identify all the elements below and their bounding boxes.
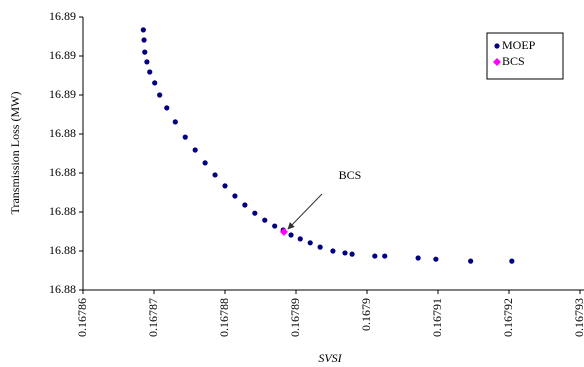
legend-label: MOEP <box>502 38 536 52</box>
x-tick-label: 0.16788 <box>217 298 231 337</box>
point <box>164 105 170 111</box>
point <box>307 240 313 246</box>
y-tick-label: 16.89 <box>49 87 76 101</box>
x-axis-label: SVSI <box>318 351 342 365</box>
point <box>349 251 355 257</box>
point <box>330 248 336 254</box>
x-tick-label: 0.1679 <box>359 298 373 331</box>
point <box>288 232 294 238</box>
point <box>372 253 378 259</box>
x-tick-label: 0.16791 <box>430 298 444 337</box>
point <box>142 49 148 55</box>
legend-marker <box>493 58 501 66</box>
point <box>212 172 218 178</box>
x-tick-label: 0.16787 <box>146 298 160 337</box>
point <box>144 59 150 65</box>
x-tick-label: 0.16792 <box>501 298 515 337</box>
point <box>140 27 146 33</box>
x-tick-label: 0.16793 <box>572 298 584 337</box>
point <box>279 227 288 236</box>
legend-marker <box>494 43 500 49</box>
point <box>342 250 348 256</box>
point <box>262 217 268 223</box>
legend-label: BCS <box>502 54 525 68</box>
y-tick-label: 16.89 <box>49 48 76 62</box>
y-tick-label: 16.88 <box>49 204 76 218</box>
annotation: BCS <box>339 168 362 182</box>
point <box>147 69 153 75</box>
x-tick-label: 0.16786 <box>75 298 89 337</box>
point <box>222 183 228 189</box>
x-tick-label: 0.16789 <box>288 298 302 337</box>
y-tick-label: 16.88 <box>49 243 76 257</box>
point <box>157 92 163 98</box>
legend-box <box>486 32 564 80</box>
point <box>141 37 147 43</box>
point <box>272 223 278 229</box>
point <box>433 256 439 262</box>
y-tick-label: 16.89 <box>49 9 76 23</box>
annotation-arrow <box>287 193 323 230</box>
point <box>415 255 421 261</box>
point <box>468 258 474 264</box>
point <box>232 193 238 199</box>
point <box>382 253 388 259</box>
point <box>317 244 323 250</box>
point <box>297 236 303 242</box>
point <box>509 258 515 264</box>
point <box>202 160 208 166</box>
y-tick-label: 16.88 <box>49 282 76 296</box>
point <box>252 210 258 216</box>
point <box>182 134 188 140</box>
point <box>172 119 178 125</box>
y-tick-label: 16.88 <box>49 126 76 140</box>
point <box>192 147 198 153</box>
y-axis-label: Transmission Loss (MW) <box>8 92 22 215</box>
point <box>152 80 158 86</box>
point <box>242 202 248 208</box>
y-tick-label: 16.88 <box>49 165 76 179</box>
